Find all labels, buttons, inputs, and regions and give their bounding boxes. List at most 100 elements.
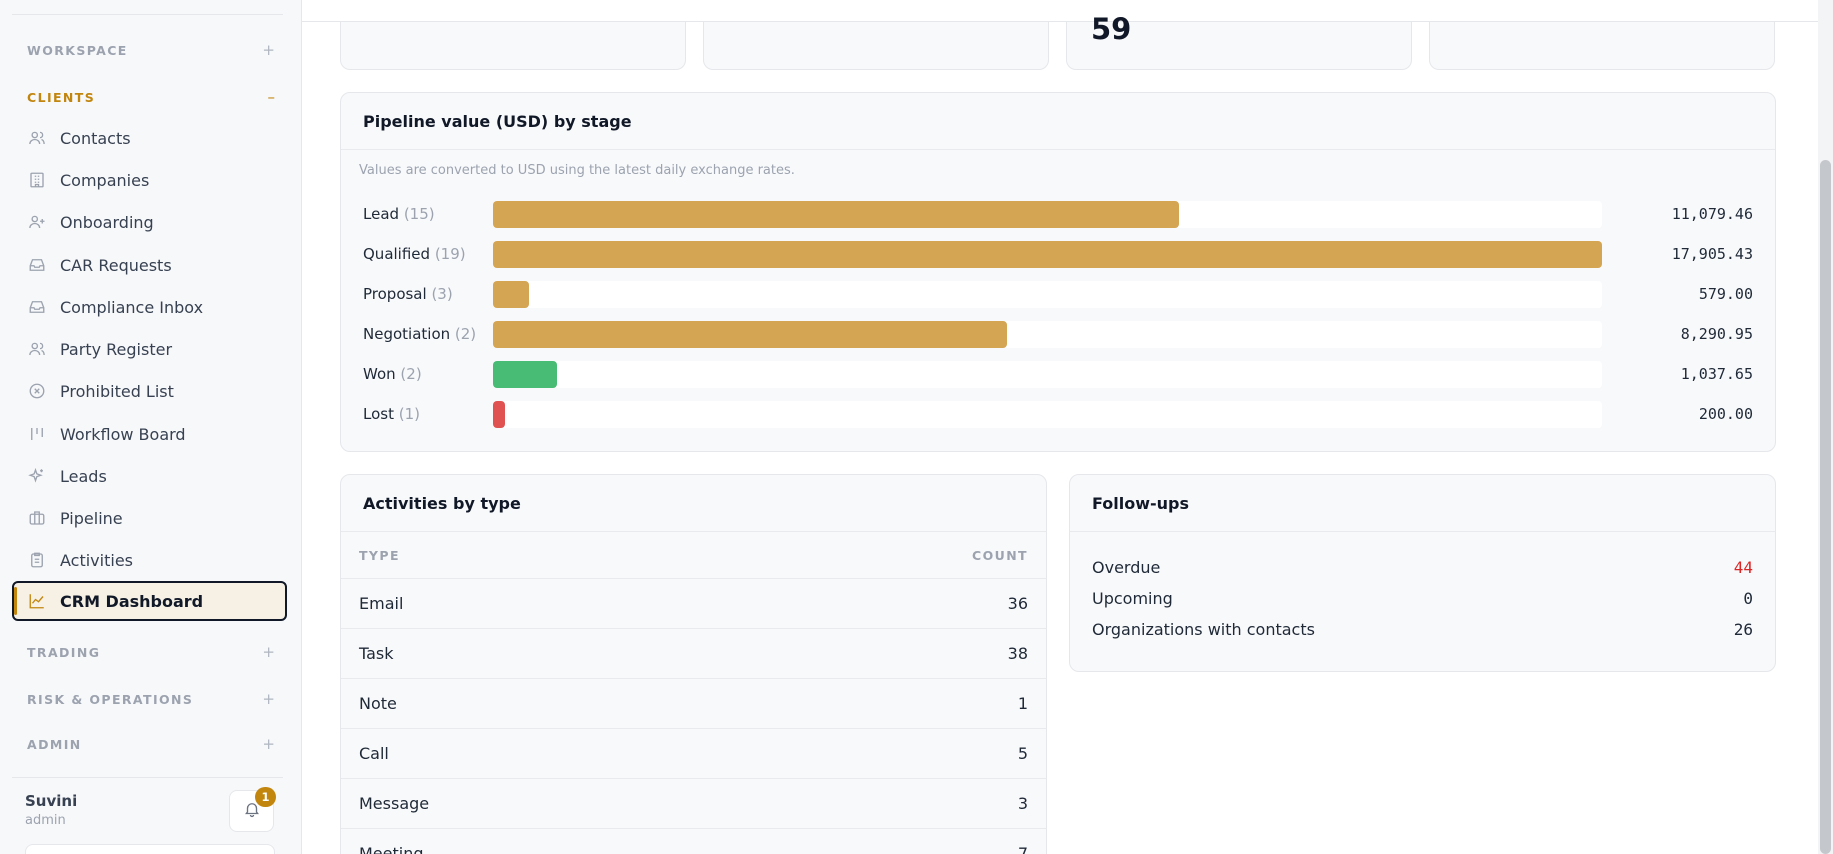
- pipeline-row: Negotiation (2) 8,290.95: [341, 320, 1775, 348]
- collapse-icon[interactable]: –: [267, 88, 276, 106]
- sidebar-bottom-control[interactable]: [25, 844, 275, 854]
- section-clients[interactable]: CLIENTS –: [27, 87, 275, 107]
- stage-name: Qualified: [363, 245, 431, 263]
- user-role: admin: [25, 813, 66, 828]
- stage-label: Proposal (3): [363, 285, 453, 303]
- stage-bar-track: [493, 201, 1602, 228]
- card-title: Follow-ups: [1070, 475, 1775, 532]
- activity-type: Email: [359, 594, 404, 613]
- sidebar-item-compliance-inbox[interactable]: Compliance Inbox: [12, 287, 287, 327]
- stage-label: Lost (1): [363, 405, 420, 423]
- stage-count: (1): [398, 405, 420, 423]
- stage-name: Lost: [363, 405, 394, 423]
- sidebar-item-contacts[interactable]: Contacts: [12, 118, 287, 158]
- stage-label: Won (2): [363, 365, 422, 383]
- activity-count: 3: [1017, 794, 1028, 813]
- section-trading[interactable]: TRADING +: [27, 642, 275, 662]
- stage-value: 200.00: [1698, 405, 1753, 423]
- table-row: Meeting 7: [341, 829, 1046, 854]
- sidebar-item-label: Activities: [60, 550, 133, 570]
- activity-count: 7: [1017, 844, 1028, 854]
- sidebar-item-crm-dashboard[interactable]: CRM Dashboard: [12, 581, 287, 621]
- followups-card: Follow-ups Overdue 44 Upcoming 0 Organizatio…: [1069, 474, 1776, 672]
- activity-type: Meeting: [359, 844, 424, 854]
- sidebar-item-activities[interactable]: Activities: [12, 540, 287, 580]
- sidebar-item-pipeline[interactable]: Pipeline: [12, 498, 287, 538]
- scrollbar-thumb[interactable]: [1820, 160, 1831, 854]
- section-admin[interactable]: ADMIN +: [27, 734, 275, 754]
- sidebar-item-workflow-board[interactable]: Workflow Board: [12, 414, 287, 454]
- stage-label: Lead (15): [363, 205, 435, 223]
- pipeline-row: Lost (1) 200.00: [341, 400, 1775, 428]
- sidebar-divider: [12, 777, 283, 778]
- expand-icon[interactable]: +: [262, 735, 275, 753]
- stage-value: 17,905.43: [1671, 245, 1753, 263]
- notification-badge: 1: [255, 787, 276, 807]
- sidebar-item-companies[interactable]: Companies: [12, 160, 287, 200]
- section-label: RISK & OPERATIONS: [27, 691, 194, 707]
- building-icon: [28, 171, 46, 189]
- table-row: Call 5: [341, 729, 1046, 779]
- followup-value: 0: [1743, 589, 1753, 608]
- stage-bar: [493, 401, 505, 428]
- stage-value: 8,290.95: [1680, 325, 1753, 343]
- briefcase-icon: [28, 509, 46, 527]
- sidebar-item-leads[interactable]: Leads: [12, 456, 287, 496]
- sidebar-item-label: CAR Requests: [60, 255, 172, 275]
- user-plus-icon: [28, 213, 46, 231]
- inbox-icon: [28, 298, 46, 316]
- column-header-count[interactable]: COUNT: [972, 547, 1028, 563]
- section-label: TRADING: [27, 644, 101, 660]
- column-header-type[interactable]: TYPE: [359, 547, 400, 563]
- stage-bar: [493, 241, 1602, 268]
- expand-icon[interactable]: +: [262, 643, 275, 661]
- stage-label: Negotiation (2): [363, 325, 476, 343]
- pipeline-row: Lead (15) 11,079.46: [341, 200, 1775, 228]
- expand-icon[interactable]: +: [262, 41, 275, 59]
- stage-label: Qualified (19): [363, 245, 466, 263]
- sidebar-item-onboarding[interactable]: Onboarding: [12, 202, 287, 242]
- sidebar-item-prohibited-list[interactable]: Prohibited List: [12, 371, 287, 411]
- followup-row: Organizations with contacts 26: [1070, 614, 1775, 645]
- stage-bar-track: [493, 321, 1602, 348]
- stage-name: Negotiation: [363, 325, 451, 343]
- kanban-icon: [28, 425, 46, 443]
- inbox-icon: [28, 256, 46, 274]
- x-circle-icon: [28, 382, 46, 400]
- activity-count: 38: [1007, 644, 1028, 663]
- user-name: Suvini: [25, 792, 78, 810]
- sidebar-item-label: Compliance Inbox: [60, 297, 204, 317]
- stage-name: Won: [363, 365, 396, 383]
- users-icon: [28, 129, 46, 147]
- sidebar-item-car-requests[interactable]: CAR Requests: [12, 245, 287, 285]
- clipboard-icon: [28, 551, 46, 569]
- stage-value: 1,037.65: [1680, 365, 1753, 383]
- sidebar-item-label: Prohibited List: [60, 381, 174, 401]
- pipeline-card: Pipeline value (USD) by stage Values are…: [340, 92, 1776, 452]
- pipeline-row: Won (2) 1,037.65: [341, 360, 1775, 388]
- sidebar-item-party-register[interactable]: Party Register: [12, 329, 287, 369]
- expand-icon[interactable]: +: [262, 690, 275, 708]
- section-risk-operations[interactable]: RISK & OPERATIONS +: [27, 689, 275, 709]
- top-bar: [302, 0, 1818, 22]
- table-row: Task 38: [341, 629, 1046, 679]
- sidebar-item-label: Contacts: [60, 128, 131, 148]
- sidebar-divider: [12, 14, 283, 15]
- stat-value: 59: [1091, 12, 1132, 46]
- sidebar-item-label: Onboarding: [60, 212, 154, 232]
- stage-count: (2): [400, 365, 422, 383]
- sidebar-item-label: CRM Dashboard: [60, 591, 204, 611]
- activities-card: Activities by type TYPE COUNT Email 36 Tas…: [340, 474, 1047, 854]
- stage-count: (2): [454, 325, 477, 343]
- sidebar-item-label: Leads: [60, 466, 107, 486]
- section-workspace[interactable]: WORKSPACE +: [27, 40, 275, 60]
- table-row: Note 1: [341, 679, 1046, 729]
- stage-name: Proposal: [363, 285, 427, 303]
- bell-icon: [243, 800, 261, 822]
- stage-bar: [493, 361, 557, 388]
- sidebar-item-label: Companies: [60, 170, 150, 190]
- followup-row: Upcoming 0: [1070, 583, 1775, 614]
- chart-line-icon: [28, 592, 46, 610]
- sparkles-icon: [28, 467, 46, 485]
